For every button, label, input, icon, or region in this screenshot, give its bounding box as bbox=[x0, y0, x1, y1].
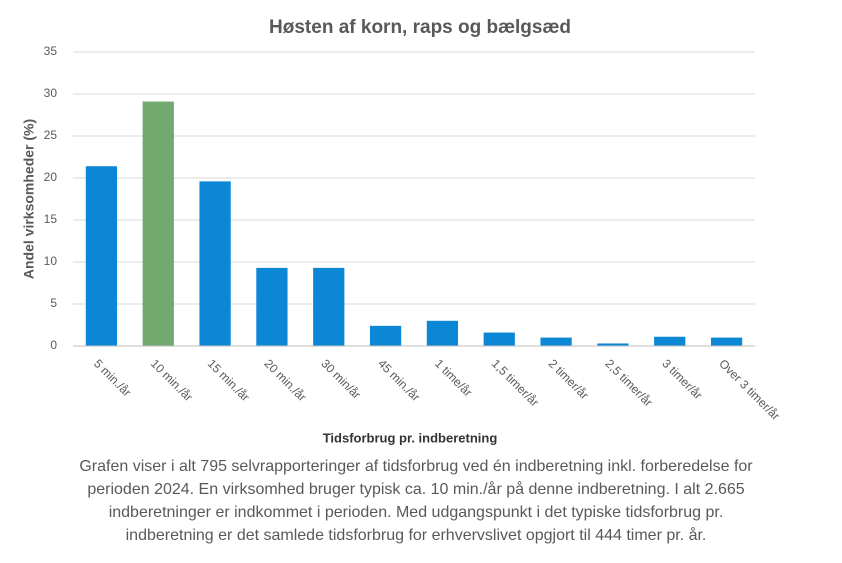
bar bbox=[710, 337, 743, 346]
x-tick-label: 15 min./år bbox=[205, 356, 253, 404]
caption-line: indberetning er det samlede tidsforbrug … bbox=[126, 526, 707, 544]
y-tick-label: 0 bbox=[50, 338, 57, 352]
y-tick-label: 20 bbox=[44, 170, 58, 184]
bar bbox=[313, 267, 345, 346]
x-tick-label: 3 timer/år bbox=[659, 356, 705, 402]
caption-line: indberetninger er indkommet i perioden. … bbox=[109, 504, 724, 521]
bar bbox=[256, 267, 288, 346]
y-tick-label: 15 bbox=[44, 212, 58, 226]
caption-line: perioden 2024. En virksomhed bruger typi… bbox=[87, 480, 744, 498]
x-tick-label: 2,5 timer/år bbox=[603, 356, 656, 409]
y-tick-label: 30 bbox=[44, 86, 58, 100]
bar bbox=[199, 181, 231, 346]
y-axis-label: Andel virksomheder (%) bbox=[21, 119, 37, 279]
x-axis-label: Tidsforbrug pr. indberetning bbox=[323, 430, 498, 445]
x-tick-label: 5 min./år bbox=[91, 356, 134, 399]
y-tick-label: 10 bbox=[44, 254, 58, 268]
x-tick-label: 1 time/år bbox=[432, 356, 475, 399]
bar bbox=[142, 101, 174, 346]
bar bbox=[369, 325, 402, 346]
x-tick-label: Over 3 timer/år bbox=[716, 356, 782, 422]
x-tick-label: 2 timer/år bbox=[546, 356, 592, 402]
bar bbox=[426, 320, 459, 346]
x-tick-label: 30 min/år bbox=[318, 356, 363, 401]
chart-title: Høsten af korn, raps og bælgsæd bbox=[269, 17, 571, 38]
bar bbox=[654, 336, 686, 346]
caption-line: Grafen viser i alt 795 selvrapporteringe… bbox=[79, 458, 753, 475]
bar bbox=[540, 337, 572, 346]
y-tick-label: 25 bbox=[44, 128, 58, 142]
y-tick-label: 35 bbox=[44, 44, 58, 58]
x-tick-label: 20 min./år bbox=[262, 356, 310, 404]
y-tick-label: 5 bbox=[50, 296, 57, 310]
bar bbox=[597, 343, 629, 346]
bar bbox=[483, 332, 515, 346]
x-tick-label: 45 min./år bbox=[375, 356, 423, 404]
bar bbox=[85, 166, 118, 346]
x-tick-label: 10 min./år bbox=[148, 356, 196, 404]
x-tick-label: 1,5 timer/år bbox=[489, 356, 542, 409]
